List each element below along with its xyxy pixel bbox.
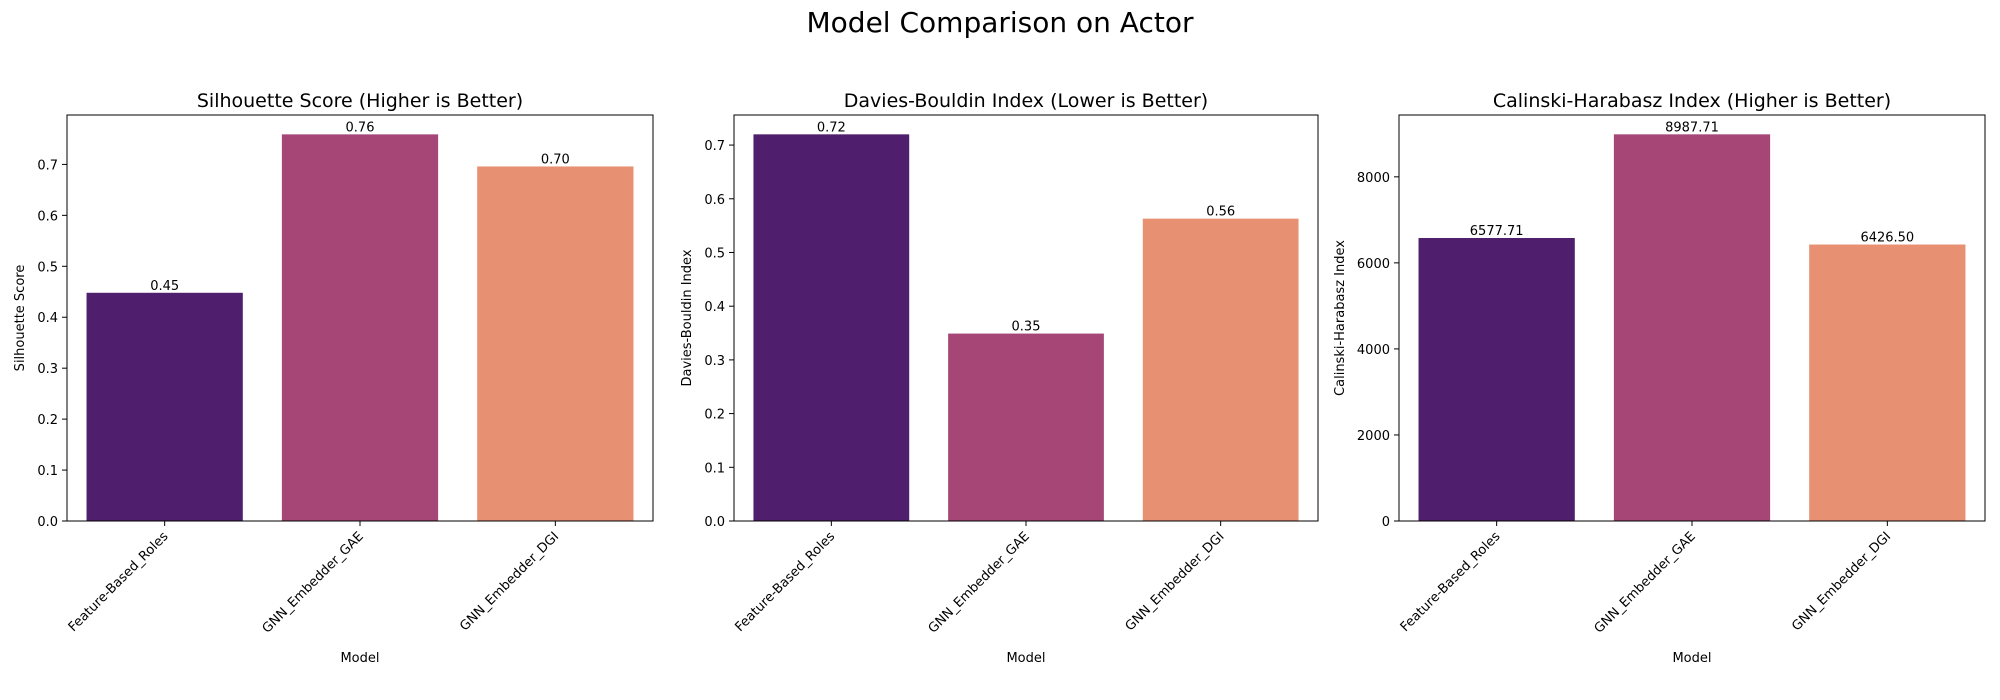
bar-value-label: 8987.71 [1665,120,1719,135]
x-axis-label: Model [1006,651,1045,666]
y-tick-label: 0.7 [704,139,725,154]
y-tick-label: 0.0 [37,515,58,530]
x-tick-label: GNN_Embedder_GAE [260,529,367,636]
y-tick-label: 4000 [1357,343,1390,358]
x-tick-label: GNN_Embedder_GAE [1592,529,1699,636]
y-axis-label: Davies-Bouldin Index [680,249,695,386]
x-tick-label: GNN_Embedder_DGI [1123,529,1228,634]
y-tick-label: 0.3 [704,354,725,369]
y-tick-label: 0.4 [704,300,725,315]
y-axis-label: Calinski-Harabasz Index [1333,240,1348,396]
bar-value-label: 0.72 [817,120,846,135]
bar [1613,134,1771,522]
y-tick-label: 0.3 [37,362,58,377]
x-tick-label: Feature-Based_Roles [732,529,838,635]
y-tick-label: 2000 [1357,429,1390,444]
bar-value-label: 0.76 [346,120,375,135]
bar-value-label: 0.45 [150,279,179,294]
bar [1809,244,1966,521]
y-axis-label: Silhouette Score [13,265,28,372]
bar [86,292,243,521]
y-tick-label: 0 [1382,515,1390,530]
x-tick-label: GNN_Embedder_DGI [1789,529,1894,634]
y-tick-label: 0.7 [37,158,58,173]
bar [281,134,439,521]
subplot-title: Silhouette Score (Higher is Better) [197,90,523,112]
bar-value-label: 0.56 [1206,205,1235,220]
bar-value-label: 6426.50 [1860,231,1914,246]
x-tick-label: GNN_Embedder_DGI [457,529,562,634]
figure-title: Model Comparison on Actor [806,6,1194,39]
y-tick-label: 0.2 [704,408,725,423]
bar [477,166,634,521]
y-tick-label: 0.0 [704,515,725,530]
bar-value-label: 0.35 [1012,320,1041,335]
bar [753,134,910,522]
y-tick-label: 0.5 [37,260,58,275]
bar-value-label: 6577.71 [1470,224,1524,239]
y-tick-label: 0.6 [704,193,725,208]
x-axis-label: Model [340,651,379,666]
y-tick-label: 8000 [1357,171,1390,186]
y-tick-label: 0.1 [37,464,58,479]
bar [948,333,1104,521]
y-tick-label: 0.6 [37,209,58,224]
y-tick-label: 0.2 [37,413,58,428]
y-tick-label: 0.5 [704,246,725,261]
subplot-title: Davies-Bouldin Index (Lower is Better) [844,90,1208,112]
x-tick-label: GNN_Embedder_GAE [926,529,1033,636]
y-tick-label: 0.4 [37,311,58,326]
subplot-title: Calinski-Harabasz Index (Higher is Bette… [1493,90,1891,112]
bar [1418,238,1575,521]
x-tick-label: Feature-Based_Roles [1398,529,1504,635]
x-axis-label: Model [1672,651,1711,666]
bar [1142,218,1299,522]
y-tick-label: 0.1 [704,461,725,476]
x-tick-label: Feature-Based_Roles [66,529,172,635]
bar-value-label: 0.70 [541,152,570,167]
y-tick-label: 6000 [1357,257,1390,272]
